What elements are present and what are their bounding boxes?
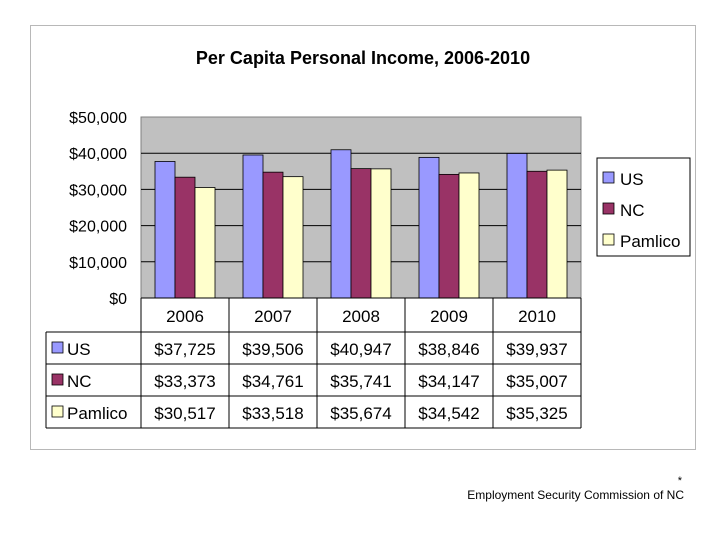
- data-label: $35,007: [506, 372, 567, 391]
- legend-label: US: [620, 170, 644, 189]
- table-series-label: NC: [67, 372, 92, 391]
- bar-pamlico-2008: [370, 168, 392, 299]
- y-tick-label: $30,000: [69, 182, 127, 199]
- data-label: $35,741: [330, 372, 391, 391]
- bar-us-2008: [330, 149, 352, 299]
- data-label: $30,517: [154, 404, 215, 423]
- table-legend-key-pamlico: [51, 405, 64, 418]
- bar-us-2009: [418, 156, 440, 299]
- table-series-label: Pamlico: [67, 404, 127, 423]
- footnote-mark: *: [677, 475, 682, 487]
- bar-nc-2007: [262, 171, 284, 299]
- y-tick-label: $0: [109, 291, 127, 308]
- chart-title: Per Capita Personal Income, 2006-2010: [196, 48, 530, 68]
- x-tick-label: 2008: [342, 307, 380, 326]
- footnote-source: Employment Security Commission of NC: [467, 488, 684, 502]
- data-label: $33,518: [242, 404, 303, 423]
- data-label: $35,325: [506, 404, 567, 423]
- bar-us-2007: [242, 154, 264, 299]
- bar-us-2010: [506, 153, 528, 299]
- legend-key-us: [602, 171, 615, 184]
- table-legend-key-nc: [51, 373, 64, 386]
- bar-pamlico-2009: [458, 172, 480, 299]
- x-tick-label: 2009: [430, 307, 468, 326]
- data-label: $39,506: [242, 340, 303, 359]
- data-label: $40,947: [330, 340, 391, 359]
- x-tick-label: 2007: [254, 307, 292, 326]
- data-label: $34,147: [418, 372, 479, 391]
- chart-svg: Per Capita Personal Income, 2006-2010 $0 $…: [45, 48, 691, 429]
- table-legend-key-us: [51, 341, 64, 354]
- x-tick-label: 2010: [518, 307, 556, 326]
- legend-key-nc: [602, 202, 615, 215]
- y-tick-label: $10,000: [69, 255, 127, 272]
- table-series-label: US: [67, 340, 91, 359]
- bar-nc-2008: [350, 168, 372, 299]
- x-tick-label: 2006: [166, 307, 204, 326]
- y-tick-label: $40,000: [69, 146, 127, 163]
- bar-nc-2009: [438, 173, 460, 299]
- legend-label: Pamlico: [620, 232, 680, 251]
- data-label: $38,846: [418, 340, 479, 359]
- data-label: $34,542: [418, 404, 479, 423]
- data-label: $34,761: [242, 372, 303, 391]
- y-tick-label: $50,000: [69, 110, 127, 127]
- bar-us-2006: [154, 161, 176, 299]
- y-tick-label: $20,000: [69, 219, 127, 236]
- data-label: $35,674: [330, 404, 391, 423]
- bar-pamlico-2007: [282, 176, 304, 299]
- data-label: $39,937: [506, 340, 567, 359]
- data-label: $33,373: [154, 372, 215, 391]
- bar-nc-2010: [526, 170, 548, 299]
- bar-pamlico-2010: [546, 169, 568, 299]
- legend-label: NC: [620, 201, 645, 220]
- data-label: $37,725: [154, 340, 215, 359]
- bar-nc-2006: [174, 176, 196, 299]
- bar-pamlico-2006: [194, 187, 216, 299]
- legend-key-pamlico: [602, 233, 615, 246]
- chart-frame: Per Capita Personal Income, 2006-2010 $0 $…: [30, 25, 696, 450]
